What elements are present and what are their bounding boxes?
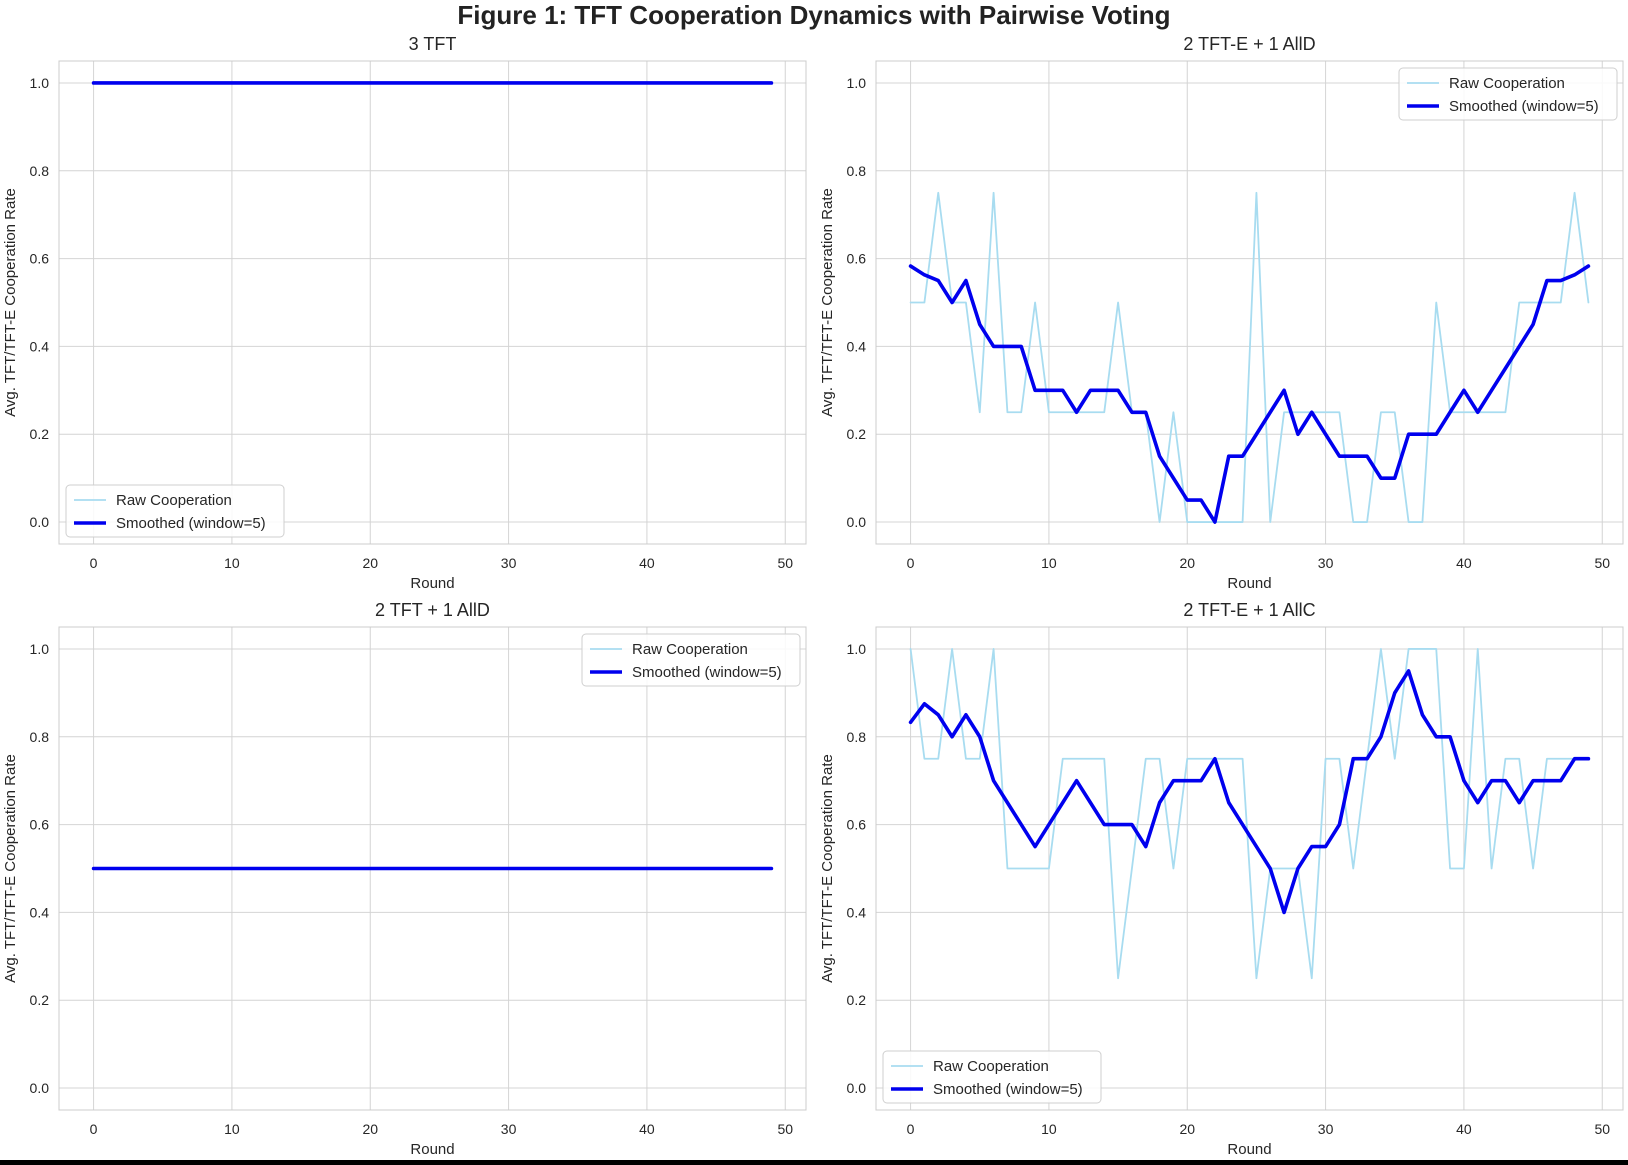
x-tick-label: 10 (224, 1121, 240, 1137)
legend-label: Smoothed (window=5) (116, 515, 266, 532)
y-tick-label: 0.8 (847, 729, 867, 745)
y-tick-label: 0.8 (30, 729, 50, 745)
x-tick-label: 40 (1456, 555, 1472, 571)
subplot-title: 2 TFT + 1 AllD (375, 600, 490, 620)
y-tick-label: 0.2 (30, 426, 50, 442)
plot-frame (58, 60, 807, 545)
x-tick-label: 20 (1179, 555, 1195, 571)
x-tick-label: 0 (907, 1121, 915, 1137)
subplot-2-tft-1-alld: 0.0 0.2 0.4 0.6 0.8 1.0 0 10 20 30 40 50 2 TFT + 1 A… (2, 600, 807, 1158)
y-axis-label: Avg. TFT/TFT-E Cooperation Rate (2, 754, 19, 983)
x-tick-label: 50 (1594, 555, 1610, 571)
y-tick-label: 0.4 (847, 338, 867, 354)
plot-frame (875, 626, 1624, 1111)
subplot-title: 2 TFT-E + 1 AllD (1183, 34, 1315, 54)
legend: Raw Cooperation Smoothed (window=5) (882, 1050, 1102, 1104)
x-tick-label: 20 (362, 555, 378, 571)
y-tick-label: 0.6 (30, 817, 50, 833)
y-tick-label: 0.4 (847, 904, 867, 920)
subplot-title: 3 TFT (409, 34, 457, 54)
x-tick-label: 40 (1456, 1121, 1472, 1137)
y-tick-label: 0.4 (30, 904, 50, 920)
y-axis-label: Avg. TFT/TFT-E Cooperation Rate (819, 188, 836, 417)
x-tick-label: 30 (501, 1121, 517, 1137)
x-tick-label: 50 (777, 555, 793, 571)
y-axis-label: Avg. TFT/TFT-E Cooperation Rate (2, 188, 19, 417)
legend-box (581, 633, 801, 687)
x-tick-label: 50 (777, 1121, 793, 1137)
legend-box (65, 484, 285, 538)
x-tick-label: 30 (501, 555, 517, 571)
x-tick-label: 20 (1179, 1121, 1195, 1137)
bottom-border (0, 1160, 1628, 1165)
x-axis-label: Round (1227, 1141, 1271, 1158)
y-tick-label: 0.6 (847, 251, 867, 267)
legend: Raw Cooperation Smoothed (window=5) (581, 633, 801, 687)
y-tick-label: 0.2 (847, 426, 867, 442)
x-tick-label: 30 (1318, 1121, 1334, 1137)
subplot-title: 2 TFT-E + 1 AllC (1183, 600, 1315, 620)
y-tick-label: 0.6 (847, 817, 867, 833)
x-tick-label: 0 (907, 555, 915, 571)
subplot-2-tft-e-1-allc: 0.0 0.2 0.4 0.6 0.8 1.0 0 10 20 30 40 50 2 TFT-E + 1… (819, 600, 1624, 1158)
legend-label: Smoothed (window=5) (632, 664, 782, 681)
legend-label: Raw Cooperation (116, 492, 232, 509)
plot-frame (875, 60, 1624, 545)
y-tick-label: 1.0 (30, 641, 50, 657)
y-axis-label: Avg. TFT/TFT-E Cooperation Rate (819, 754, 836, 983)
y-tick-label: 1.0 (30, 75, 50, 91)
legend-box (882, 1050, 1102, 1104)
series-smoothed-line (908, 669, 1591, 915)
x-tick-label: 30 (1318, 555, 1334, 571)
y-tick-label: 0.2 (847, 992, 867, 1008)
x-axis-label: Round (410, 575, 454, 592)
legend: Raw Cooperation Smoothed (window=5) (65, 484, 285, 538)
y-tick-label: 0.8 (847, 163, 867, 179)
plot-frame (58, 626, 807, 1111)
x-tick-label: 40 (639, 1121, 655, 1137)
legend-label: Smoothed (window=5) (1449, 98, 1599, 115)
y-tick-label: 0.8 (30, 163, 50, 179)
y-tick-label: 0.2 (30, 992, 50, 1008)
legend: Raw Cooperation Smoothed (window=5) (1398, 67, 1618, 121)
x-tick-label: 50 (1594, 1121, 1610, 1137)
legend-label: Smoothed (window=5) (933, 1081, 1083, 1098)
y-tick-label: 0.4 (30, 338, 50, 354)
y-tick-label: 1.0 (847, 641, 867, 657)
x-tick-label: 40 (639, 555, 655, 571)
y-tick-label: 1.0 (847, 75, 867, 91)
x-tick-label: 10 (224, 555, 240, 571)
x-axis-label: Round (410, 1141, 454, 1158)
series-raw-cooperation-line (909, 648, 1590, 980)
series-raw-cooperation-line (909, 191, 1590, 523)
y-tick-label: 0.0 (847, 1080, 867, 1096)
legend-label: Raw Cooperation (933, 1058, 1049, 1075)
y-tick-label: 0.0 (30, 1080, 50, 1096)
legend-label: Raw Cooperation (632, 641, 748, 658)
series-smoothed-line (908, 264, 1591, 524)
x-tick-label: 0 (90, 1121, 98, 1137)
x-axis-label: Round (1227, 575, 1271, 592)
x-tick-label: 10 (1041, 1121, 1057, 1137)
legend-label: Raw Cooperation (1449, 75, 1565, 92)
y-tick-label: 0.0 (30, 514, 50, 530)
x-tick-label: 20 (362, 1121, 378, 1137)
x-tick-label: 10 (1041, 555, 1057, 571)
subplot-3-tft: 0.0 0.2 0.4 0.6 0.8 1.0 0 10 20 30 40 50 3 TFT Round A… (2, 34, 807, 592)
x-tick-label: 0 (90, 555, 98, 571)
subplot-2-tft-e-1-alld: 0.0 0.2 0.4 0.6 0.8 1.0 0 10 20 30 40 50 2 TFT-E + 1… (819, 34, 1624, 592)
y-tick-label: 0.6 (30, 251, 50, 267)
y-tick-label: 0.0 (847, 514, 867, 530)
legend-box (1398, 67, 1618, 121)
figure-title: Figure 1: TFT Cooperation Dynamics with … (457, 0, 1171, 30)
